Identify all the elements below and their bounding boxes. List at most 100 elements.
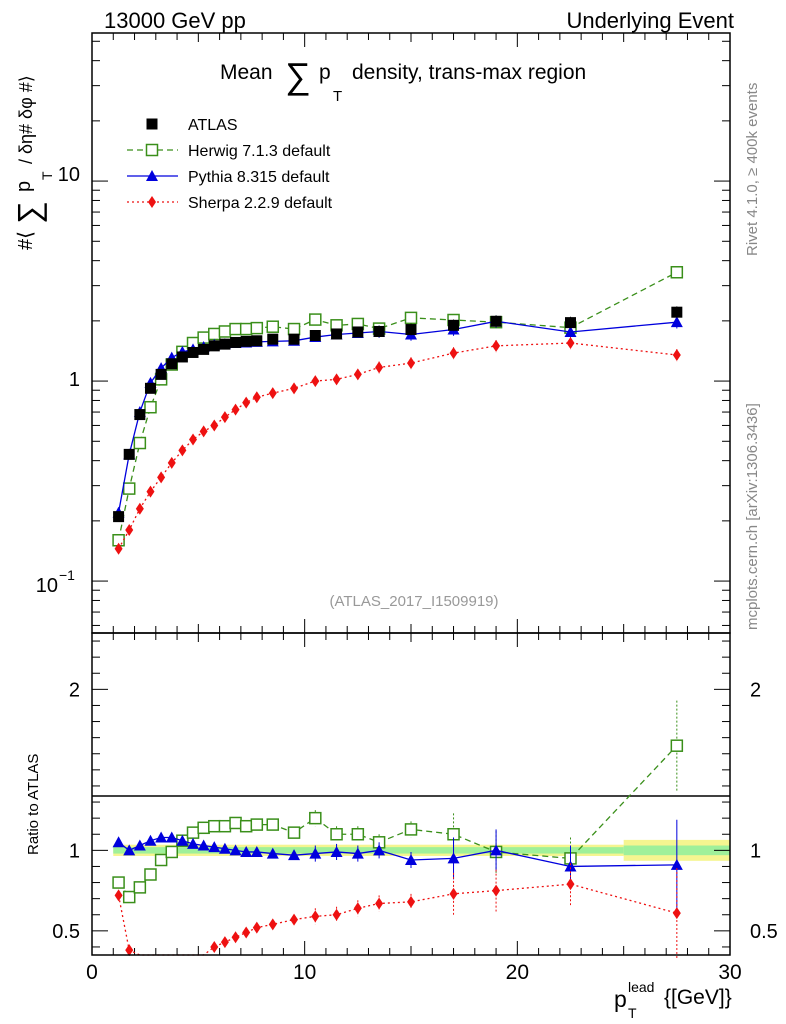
point-herwig: [229, 322, 242, 336]
legend-label-sherpa: Sherpa 2.2.9 default: [188, 195, 333, 212]
point-sherpa: [135, 502, 144, 515]
ratio-point-pythia: [447, 852, 460, 864]
point-sherpa: [407, 357, 415, 370]
point-atlas: [251, 335, 263, 347]
point-herwig: [133, 436, 147, 450]
ratio-point-herwig: [309, 811, 322, 825]
ratio-point-herwig: [154, 853, 168, 867]
ratio-point-pythia: [165, 831, 178, 843]
point-atlas: [198, 343, 210, 355]
series-herwig: [112, 266, 684, 547]
ratio-ytick-label-left: 2: [69, 679, 80, 701]
ratio-point-sherpa: [492, 884, 501, 897]
ratio-point-pythia: [490, 844, 503, 856]
main-ytick-labels: 10 1 10 −1: [36, 164, 80, 597]
ratio-point-sherpa: [210, 940, 219, 953]
ratio-point-herwig: [330, 828, 343, 841]
ratio-line-herwig: [118, 745, 678, 899]
ratio-point-herwig: [122, 890, 136, 904]
point-herwig: [309, 313, 322, 326]
ytick-label-10: 10: [58, 164, 80, 186]
ylabel-hash: #⟨: [15, 231, 37, 250]
ratio-point-herwig: [197, 821, 210, 835]
ratio-point-sherpa: [353, 902, 362, 915]
point-atlas: [208, 340, 220, 352]
legend-item-sherpa: Sherpa 2.2.9 default: [127, 195, 333, 212]
ratio-point-pythia: [144, 834, 157, 846]
ratio-series-group: [112, 700, 684, 959]
point-sherpa: [332, 373, 341, 386]
ratio-point-herwig: [208, 819, 221, 833]
title-prefix: Mean: [220, 61, 273, 84]
ratio-point-herwig: [404, 823, 418, 836]
point-atlas: [671, 306, 683, 318]
ratio-point-pythia: [266, 847, 279, 859]
point-atlas: [155, 368, 167, 380]
point-sherpa: [220, 411, 229, 424]
legend: ATLAS Herwig 7.1.3 default Pythia 8.315 de…: [127, 117, 333, 212]
point-atlas: [565, 317, 576, 329]
legend-label-pythia: Pythia 8.315 default: [188, 169, 330, 186]
main-axis-ticks: [91, 33, 731, 633]
ratio-point-pythia: [351, 847, 364, 859]
point-atlas: [405, 324, 417, 336]
ratio-point-pythia: [123, 844, 136, 856]
ratio-point-pythia: [288, 849, 301, 861]
point-herwig: [218, 325, 232, 338]
point-atlas: [230, 336, 242, 348]
point-sherpa: [189, 433, 198, 446]
title-var: p: [319, 61, 331, 84]
header-left: 13000 GeV pp: [104, 8, 246, 33]
point-sherpa: [252, 391, 261, 404]
point-sherpa: [231, 403, 240, 416]
ratio-point-pythia: [155, 831, 168, 843]
ylabel-T: T: [39, 171, 55, 180]
point-sherpa: [375, 361, 384, 374]
ratio-point-pythia: [240, 845, 253, 857]
ratio-point-pythia: [197, 839, 210, 851]
ratio-point-sherpa: [252, 921, 261, 934]
ratio-series-sherpa: [114, 863, 681, 959]
ratio-point-pythia: [133, 839, 146, 851]
point-sherpa: [167, 456, 176, 469]
main-series-group: [112, 266, 684, 555]
point-sherpa: [210, 419, 219, 432]
point-sherpa: [125, 524, 134, 537]
y-axis-label: #⟨ ∑ p T / δη# δφ #⟩: [11, 75, 55, 250]
ratio-ytick-labels: 0.5 0.5 1 1 2 2: [52, 679, 778, 943]
ratio-point-sherpa: [407, 895, 415, 908]
point-pythia: [564, 325, 577, 337]
point-herwig: [144, 400, 157, 414]
ratio-ylabel: Ratio to ATLAS: [25, 754, 42, 855]
point-atlas: [134, 409, 146, 421]
point-atlas: [448, 319, 460, 331]
point-sherpa: [146, 485, 155, 498]
ylabel-rest: / δη# δφ #⟩: [16, 75, 36, 164]
ratio-point-herwig: [351, 828, 365, 841]
point-herwig: [670, 266, 684, 279]
ratio-point-herwig: [144, 868, 157, 881]
ratio-point-sherpa: [125, 944, 134, 957]
ratio-point-sherpa: [375, 897, 384, 910]
ylabel-sum: ∑: [11, 201, 47, 224]
legend-item-atlas: ATLAS: [146, 117, 238, 134]
xlabel-sub: T: [628, 1005, 637, 1021]
ratio-point-sherpa: [231, 931, 240, 944]
point-sherpa: [114, 542, 123, 555]
ratio-point-pythia: [229, 844, 242, 856]
point-herwig: [250, 321, 264, 335]
ratio-point-sherpa: [268, 918, 277, 931]
point-pythia: [670, 316, 683, 328]
ratio-ytick-label-right: 0.5: [750, 921, 778, 943]
legend-item-pythia: Pythia 8.315 default: [127, 169, 330, 186]
series-line-sherpa: [118, 342, 677, 550]
point-sherpa: [449, 347, 458, 360]
ratio-point-sherpa: [242, 926, 251, 939]
point-sherpa: [492, 339, 501, 352]
title-suffix: density, trans-max region: [352, 61, 586, 84]
xtick-label-30: 30: [718, 961, 741, 984]
ratio-ytick-label-left: 0.5: [52, 921, 80, 943]
point-herwig: [208, 327, 221, 341]
ratio-point-herwig: [165, 845, 178, 859]
